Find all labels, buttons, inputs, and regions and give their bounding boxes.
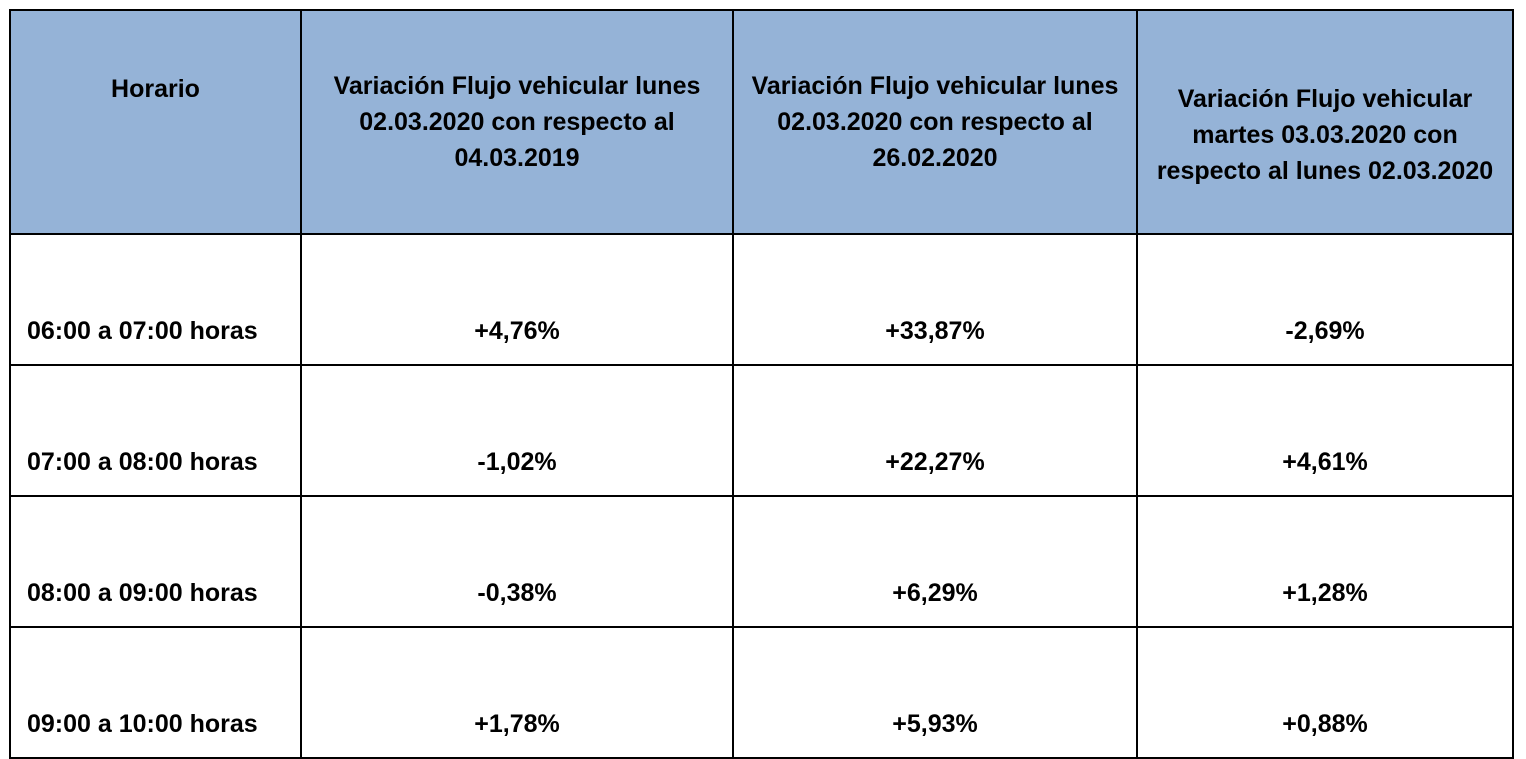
- time-cell: 09:00 a 10:00 horas: [9, 626, 302, 759]
- value-cell: +5,93%: [732, 626, 1138, 759]
- value-cell: +1,28%: [1136, 495, 1514, 628]
- time-cell: 07:00 a 08:00 horas: [9, 364, 302, 497]
- header-variation-prev-week: Variación Flujo vehicular lunes 02.03.20…: [732, 9, 1138, 235]
- table-row: 08:00 a 09:00 horas -0,38% +6,29% +1,28%: [9, 495, 1514, 628]
- value-cell: +22,27%: [732, 364, 1138, 497]
- header-row: Horario Variación Flujo vehicular lunes …: [9, 9, 1514, 235]
- table-row: 07:00 a 08:00 horas -1,02% +22,27% +4,61…: [9, 364, 1514, 497]
- value-cell: +33,87%: [732, 233, 1138, 366]
- table-row: 09:00 a 10:00 horas +1,78% +5,93% +0,88%: [9, 626, 1514, 759]
- value-cell: +1,78%: [300, 626, 734, 759]
- table-row: 06:00 a 07:00 horas +4,76% +33,87% -2,69…: [9, 233, 1514, 366]
- time-cell: 08:00 a 09:00 horas: [9, 495, 302, 628]
- value-cell: -0,38%: [300, 495, 734, 628]
- header-variation-tuesday: Variación Flujo vehicular martes 03.03.2…: [1136, 9, 1514, 235]
- traffic-variation-table: Horario Variación Flujo vehicular lunes …: [9, 9, 1514, 759]
- header-horario: Horario: [9, 9, 302, 235]
- value-cell: +4,76%: [300, 233, 734, 366]
- value-cell: +6,29%: [732, 495, 1138, 628]
- header-variation-2019: Variación Flujo vehicular lunes 02.03.20…: [300, 9, 734, 235]
- time-cell: 06:00 a 07:00 horas: [9, 233, 302, 366]
- value-cell: +0,88%: [1136, 626, 1514, 759]
- value-cell: -2,69%: [1136, 233, 1514, 366]
- value-cell: +4,61%: [1136, 364, 1514, 497]
- value-cell: -1,02%: [300, 364, 734, 497]
